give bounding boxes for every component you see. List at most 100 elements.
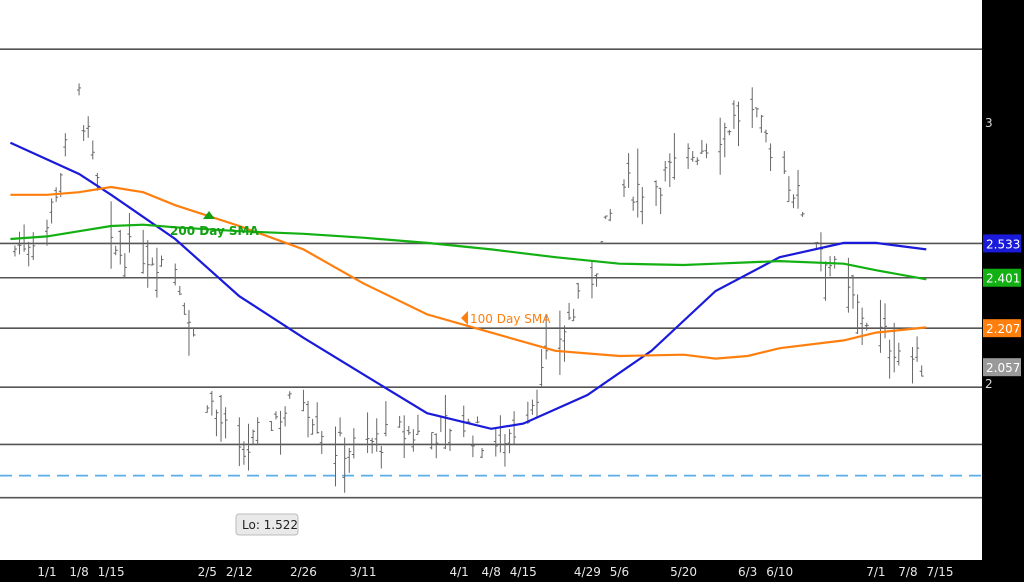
price-bar: [283, 406, 288, 427]
moving-average-lines: [9, 141, 927, 430]
price-bar: [896, 342, 901, 366]
price-bar: [370, 437, 375, 454]
price-bar: [173, 263, 178, 286]
price-bar: [640, 187, 645, 225]
price-bar: [255, 417, 260, 446]
price-bar: [631, 196, 636, 211]
price-bar: [310, 418, 315, 435]
price-bar: [434, 433, 439, 459]
price-bar: [273, 411, 278, 420]
price-bar: [470, 435, 475, 458]
low-label: Lo: 1.522: [242, 518, 298, 532]
price-bar: [622, 179, 627, 197]
price-bar: [512, 411, 517, 445]
price-bar: [12, 245, 17, 257]
price-bar: [333, 426, 338, 487]
price-bar: [49, 198, 54, 224]
price-bar: [95, 172, 100, 191]
price-bar: [759, 114, 764, 133]
price-bar: [910, 347, 915, 384]
price-bar: [727, 129, 732, 136]
price-bar: [599, 241, 604, 245]
price-bar: [576, 282, 581, 299]
series-line-ma-0: [9, 141, 927, 430]
price-bar: [493, 427, 498, 457]
price-bar: [507, 429, 512, 454]
price-bar: [667, 153, 672, 188]
series-line-200-day-sma: [10, 223, 927, 281]
annotations: 200 Day SMA 100 Day SMA Lo: 1.522: [170, 211, 551, 536]
price-bar: [658, 187, 663, 215]
price-bar: [557, 310, 562, 375]
price-bar: [695, 157, 700, 166]
price-bar: [90, 140, 95, 160]
price-bar: [109, 201, 114, 269]
price-bar: [539, 349, 544, 388]
low-label-box: [235, 513, 299, 536]
price-bar: [535, 389, 540, 418]
price-bar: [447, 428, 452, 451]
price-bar: [186, 310, 191, 356]
price-bar: [251, 429, 256, 445]
price-bar: [883, 303, 888, 339]
price-bar: [663, 160, 668, 182]
price-bar: [237, 417, 242, 467]
price-bar: [315, 402, 320, 434]
price-bar: [383, 401, 388, 437]
ohlc-bars: [12, 83, 924, 493]
price-bar: [589, 261, 594, 299]
price-bar: [562, 325, 567, 362]
price-bar: [763, 129, 768, 143]
price-bar: [828, 256, 833, 277]
price-bar: [919, 365, 924, 377]
price-bar: [141, 229, 146, 274]
price-bar: [635, 148, 640, 218]
price-bar: [379, 445, 384, 469]
price-bar: [406, 425, 411, 436]
price-bar: [113, 245, 118, 256]
price-bar: [860, 307, 865, 345]
price-bar: [191, 327, 196, 337]
price-bar: [699, 139, 704, 155]
price-axis-panel: [982, 0, 1024, 582]
price-bar: [786, 176, 791, 203]
price-bar: [374, 418, 379, 452]
price-bar: [754, 107, 759, 118]
price-bar: [823, 261, 828, 301]
price-bar: [301, 389, 306, 412]
price-bar: [319, 431, 324, 454]
price-bar: [397, 415, 402, 428]
price-bar: [686, 143, 691, 169]
price-bar: [205, 405, 210, 413]
price-bar: [791, 194, 796, 209]
price-bar: [118, 229, 123, 265]
price-bar: [347, 447, 352, 473]
price-bar: [544, 315, 549, 360]
price-bar: [438, 416, 443, 433]
price-bar: [177, 285, 182, 296]
price-bar: [26, 241, 31, 267]
price-bar: [159, 255, 164, 267]
price-bar: [608, 209, 613, 222]
price-bar: [86, 116, 91, 138]
price-bar: [626, 153, 631, 188]
price-bar: [365, 412, 370, 453]
price-bar: [145, 240, 150, 288]
price-bar: [878, 299, 883, 353]
marker-left-icon: [461, 311, 468, 325]
price-bar: [241, 441, 246, 465]
price-bar: [45, 219, 49, 246]
price-bar: [402, 415, 407, 459]
price-bar: [800, 211, 805, 217]
price-bar: [782, 151, 787, 175]
price-bar: [429, 432, 434, 450]
price-bar: [415, 414, 420, 435]
price-bar: [864, 322, 869, 331]
price-bar: [278, 410, 283, 455]
price-bar: [855, 294, 860, 334]
price-bar: [750, 87, 755, 128]
price-bar: [571, 308, 576, 322]
price-bar: [731, 100, 736, 129]
price-bar: [17, 231, 22, 255]
price-bar: [154, 247, 159, 298]
